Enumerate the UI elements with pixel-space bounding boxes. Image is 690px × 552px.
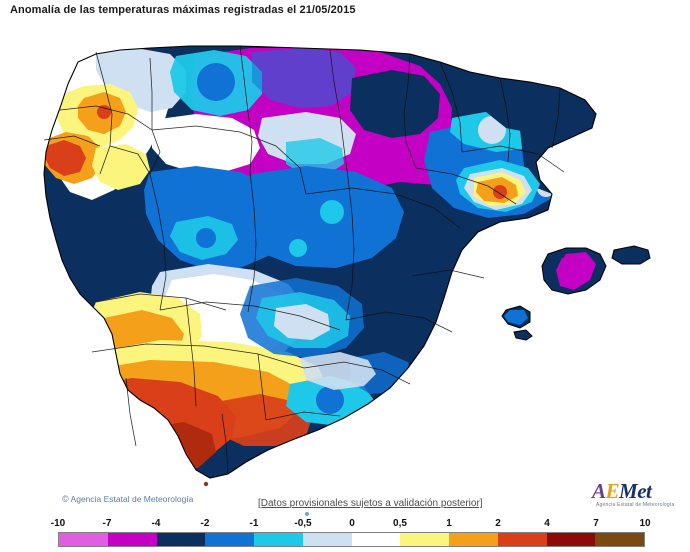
logo-letter-a: A [592,479,606,503]
legend-band-4 [254,533,303,546]
legend-tick-8: 1 [446,518,452,529]
legend-tick-6: 0 [349,518,355,529]
provisional-dot-marker [305,512,309,516]
logo-letters-met: Met [619,479,652,503]
legend-tick-10: 4 [544,518,550,529]
legend-tick-1: -7 [102,518,112,529]
aemet-tagline: Agencia Estatal de Meteorología [596,502,675,508]
legend-tick-3: -2 [200,518,210,529]
copyright-icon: © [62,494,69,504]
legend-tick-2: -4 [151,518,161,529]
legend-tick-0: -10 [50,518,66,529]
provisional-data-note: [Datos provisionales sujetos a validació… [258,498,483,509]
legend-band-11 [595,533,644,546]
aemet-wordmark: AEMet [592,479,652,503]
ibiza-anomaly-field [502,306,530,328]
peninsula-anomaly-field [44,46,596,478]
formentera-outline [513,329,533,341]
legend-band-2 [156,533,206,546]
legend-band-5 [302,533,352,546]
logo-letter-e: E [605,479,620,503]
menorca-anomaly-field [612,246,650,264]
legend-band-9 [497,533,547,546]
legend-tick-11: 7 [593,518,599,529]
islet-marker [203,481,209,487]
map-canvas [43,45,651,487]
legend-band-7 [400,533,449,546]
mallorca-outline [541,247,607,295]
menorca-outline [611,245,651,265]
legend-tick-9: 2 [495,518,501,529]
legend-tick-labels: -10 -7 -4 -2 -1 -0,5 0 0,5 1 2 4 7 10 [0,518,690,532]
temperature-anomaly-map [0,22,690,487]
legend-band-10 [546,533,596,546]
legend-color-bar [58,532,645,547]
legend-band-1 [107,533,157,546]
aemet-logo: AEMet Agencia Estatal de Meteorología [592,481,684,511]
administrative-boundaries [43,45,565,475]
legend-band-6 [351,533,401,546]
legend-band-8 [449,533,498,546]
color-scale-legend: -10 -7 -4 -2 -1 -0,5 0 0,5 1 2 4 7 10 [0,518,690,552]
legend-tick-4: -1 [249,518,259,529]
copyright-note: © Agencia Estatal de Meteorología [62,494,193,504]
mallorca-anomaly-field [542,248,606,294]
legend-band-0 [59,533,108,546]
legend-band-3 [205,533,254,546]
copyright-text: Agencia Estatal de Meteorología [70,494,194,504]
legend-tick-7: 0,5 [393,518,407,529]
ibiza-outline [501,305,531,329]
peninsula-outline [43,45,597,479]
legend-tick-5: -0,5 [294,518,312,529]
page-title: Anomalía de las temperaturas máximas reg… [10,4,356,16]
legend-tick-12: 10 [639,518,651,529]
formentera-anomaly-field [514,330,532,340]
